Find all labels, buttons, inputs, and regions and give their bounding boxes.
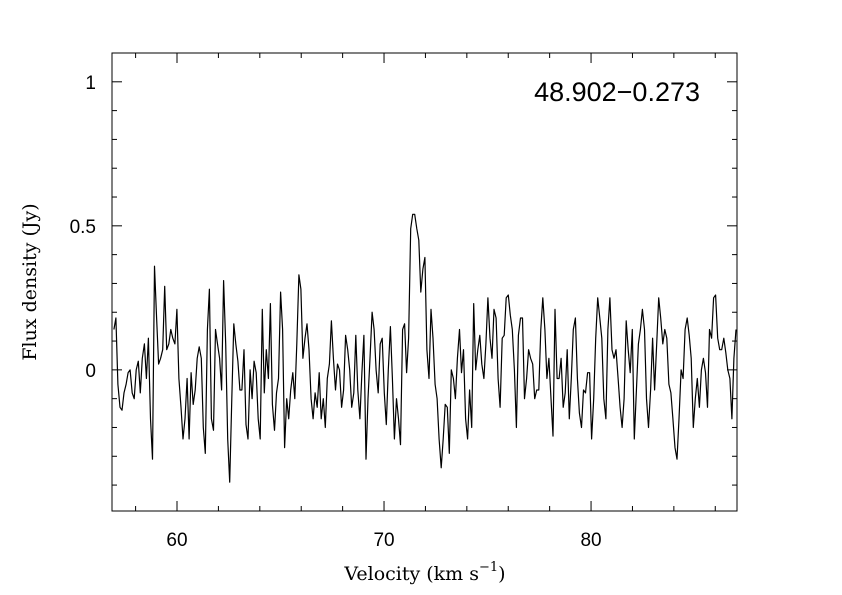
plot-frame [111,52,738,512]
y-axis-label: Flux density (Jy) [19,203,41,360]
x-axis-label-close: ) [498,563,505,585]
x-tick-labels: 60 70 80 [166,530,601,551]
x-axis-label-exponent: −1 [479,560,498,575]
y-tick-labels: 0 0.5 1 [70,73,96,382]
y-tick-label: 0.5 [70,217,96,238]
x-tick-label: 80 [580,530,601,551]
x-tick-label: 70 [373,530,394,551]
x-axis-label-main: Velocity (km s [343,563,479,585]
axis-ticks [112,52,737,511]
y-tick-label: 0 [85,361,96,382]
x-axis-label: Velocity (km s−1) [343,560,505,585]
source-name-title: 48.902−0.273 [534,77,700,107]
spectrum-line [113,213,737,483]
y-tick-label: 1 [85,73,96,94]
x-tick-label: 60 [166,530,187,551]
